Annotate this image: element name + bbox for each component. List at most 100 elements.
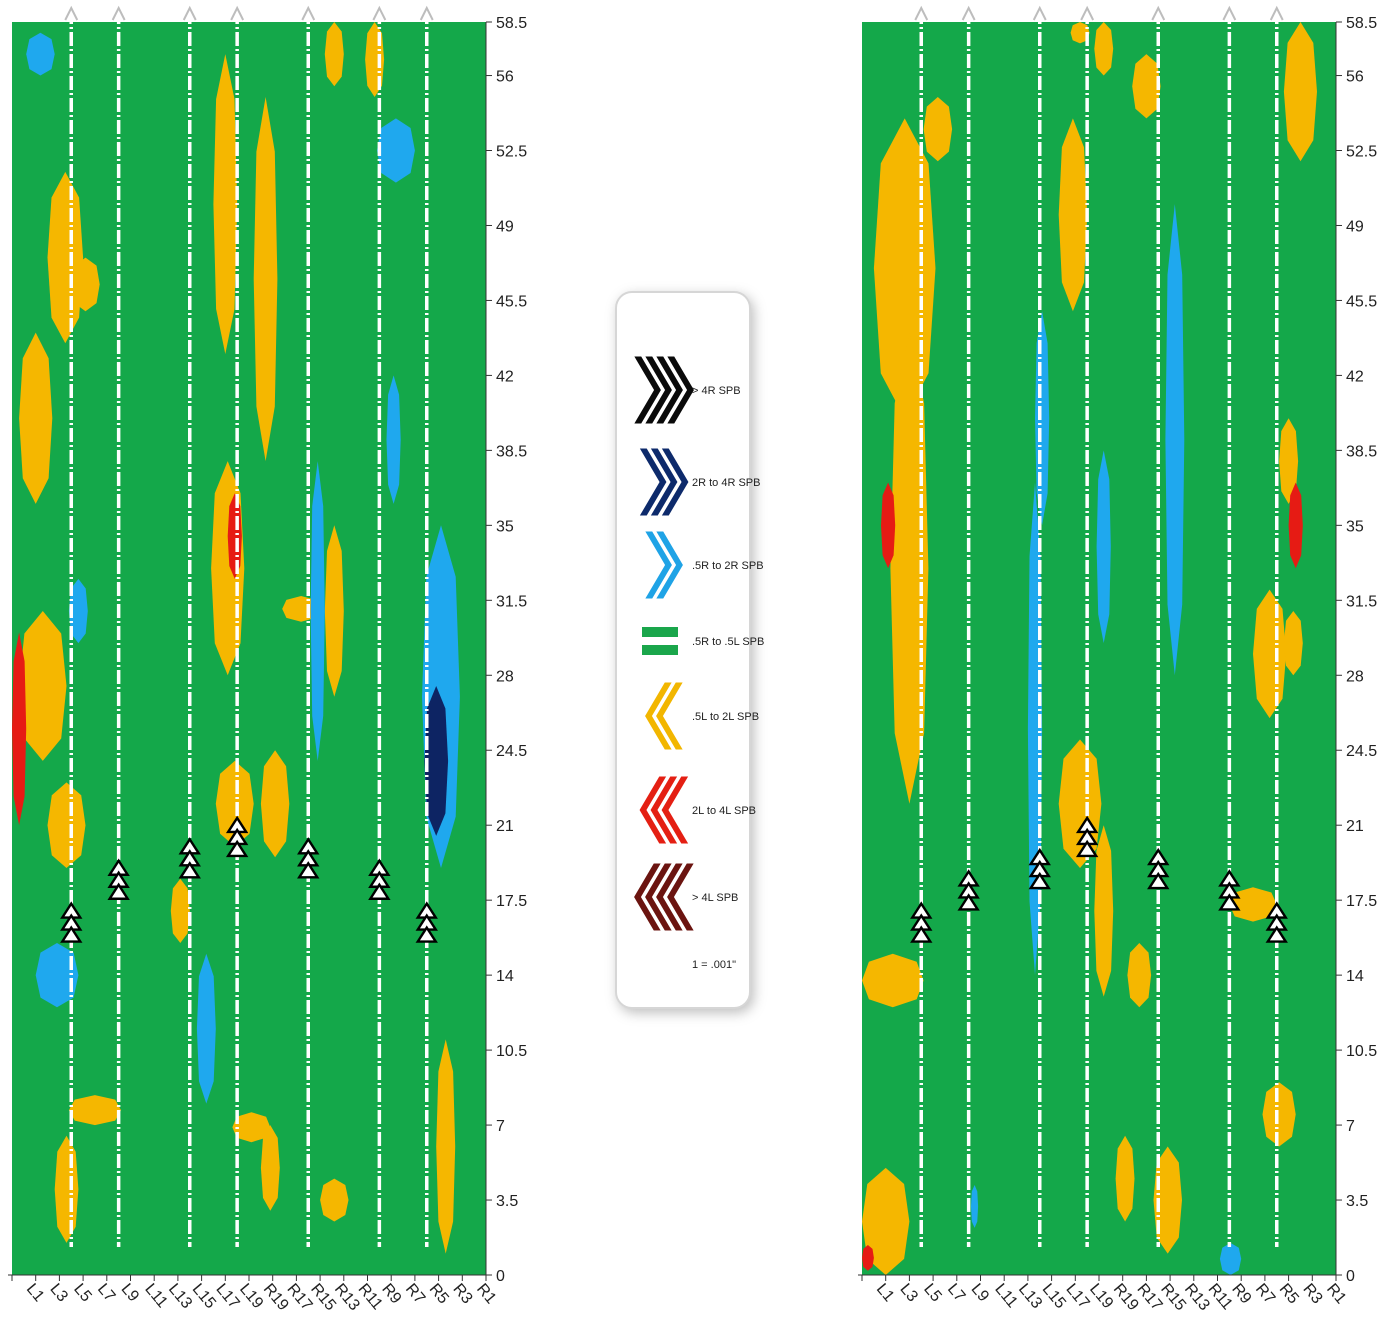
- x-tick-label: R3: [449, 1281, 475, 1308]
- contour-region: [19, 611, 67, 761]
- y-tick-label: 21: [1346, 818, 1364, 835]
- contour-region: [282, 596, 321, 622]
- left-heatmap-panel: 0 3.5 7 10.5 14 17.5 21 24.5 28 31.5 35 38.5 42 45.5 4…: [8, 5, 527, 1314]
- contour-region: [386, 375, 401, 504]
- track-arrow-icon: [182, 5, 197, 21]
- y-tick-label: 10.5: [496, 1043, 527, 1060]
- x-tick-label: L19: [1086, 1281, 1116, 1312]
- legend-note: 1 = .001": [692, 959, 736, 971]
- legend-label: 2R to 4R SPB: [692, 477, 760, 489]
- contour-region: [213, 54, 238, 354]
- contour-region: [196, 953, 216, 1104]
- x-tick-label: R13: [331, 1281, 363, 1314]
- track-marker-icon: [1147, 847, 1170, 890]
- contour-region: [232, 1112, 271, 1143]
- track-arrow-icon: [1032, 5, 1047, 21]
- track-marker-icon: [60, 901, 83, 943]
- contour-region: [1283, 22, 1317, 162]
- y-tick-label: 38.5: [1346, 443, 1377, 460]
- contour-region: [170, 878, 190, 943]
- contour-region: [862, 953, 924, 1008]
- y-tick-label: 49: [1346, 218, 1364, 235]
- contour-region: [260, 1125, 280, 1211]
- contour-region: [1094, 22, 1114, 76]
- contour-region: [324, 525, 344, 697]
- contour-region: [971, 1185, 979, 1228]
- x-tick-label: R19: [1110, 1281, 1142, 1314]
- legend-swatch-icon: [642, 627, 678, 655]
- x-tick-label: R13: [1181, 1281, 1213, 1314]
- y-tick-label: 58.5: [496, 15, 527, 32]
- legend-swatch-icon: [632, 862, 696, 932]
- contour-region: [71, 257, 100, 312]
- y-tick-label: 56: [1346, 69, 1364, 86]
- legend-swatch-icon: [638, 447, 690, 517]
- y-tick-label: 17.5: [1346, 893, 1377, 910]
- x-tick-label: L7: [944, 1281, 969, 1306]
- track-marker-icon: [910, 901, 933, 943]
- y-tick-label: 24.5: [496, 743, 527, 760]
- y-tick-label: 58.5: [1346, 15, 1377, 32]
- y-tick-label: 45.5: [496, 293, 527, 310]
- x-tick-label: R17: [1133, 1281, 1165, 1314]
- track-arrow-icon: [1222, 5, 1237, 21]
- track-arrow-icon: [961, 5, 976, 21]
- y-tick-label: 7: [496, 1118, 505, 1135]
- x-tick-label: L3: [896, 1281, 921, 1306]
- contour-region: [1288, 482, 1303, 569]
- y-tick-label: 21: [496, 818, 514, 835]
- y-tick-label: 28: [496, 668, 514, 685]
- y-tick-label: 10.5: [1346, 1043, 1377, 1060]
- contour-region: [1229, 887, 1277, 922]
- contour-region: [12, 632, 27, 826]
- track-marker-icon: [415, 901, 438, 943]
- x-tick-label: L11: [141, 1281, 170, 1312]
- contour-region: [227, 493, 242, 579]
- contour-region: [47, 782, 86, 868]
- track-arrow-icon: [111, 5, 126, 21]
- contour-region: [68, 578, 88, 644]
- right-heatmap-panel: 0 3.5 7 10.5 14 17.5 21 24.5 28 31.5 35 38.5 42 45.5 4…: [858, 5, 1377, 1314]
- y-tick-label: 14: [1346, 968, 1364, 985]
- x-tick-label: L17: [1062, 1281, 1092, 1312]
- y-tick-label: 56: [496, 69, 514, 86]
- y-tick-label: 38.5: [496, 443, 527, 460]
- track-marker-icon: [1265, 901, 1288, 943]
- contour-region: [1070, 22, 1090, 44]
- track-marker-icon: [107, 858, 130, 900]
- contour-region: [1058, 739, 1102, 868]
- legend-swatch-icon: [638, 775, 690, 845]
- legend-swatch-icon: [643, 530, 685, 600]
- contour-region: [365, 22, 385, 97]
- contour-region: [862, 1245, 874, 1271]
- contour-region: [19, 332, 53, 504]
- x-tick-label: R7: [402, 1281, 428, 1308]
- y-tick-label: 31.5: [496, 593, 527, 610]
- contour-region: [1115, 1135, 1135, 1222]
- x-tick-label: R19: [260, 1281, 292, 1314]
- contour-region: [68, 1095, 121, 1126]
- heatmap-background: [12, 22, 486, 1275]
- x-tick-label: R3: [1299, 1281, 1325, 1308]
- legend-swatch-icon: [632, 355, 696, 425]
- contour-region: [215, 760, 254, 847]
- legend-label: 2L to 4L SPB: [692, 805, 756, 817]
- contour-region: [1127, 943, 1152, 1008]
- legend-box: [615, 291, 751, 1009]
- y-tick-label: 35: [496, 518, 514, 535]
- contour-region: [890, 332, 929, 804]
- track-arrow-icon: [914, 5, 929, 21]
- x-tick-label: L1: [23, 1281, 48, 1306]
- y-tick-label: 42: [496, 368, 514, 385]
- contour-region: [862, 1167, 910, 1275]
- contour-region: [1279, 418, 1299, 504]
- contour-region: [1035, 311, 1050, 526]
- contour-region: [881, 482, 896, 569]
- legend-label: .5R to .5L SPB: [692, 636, 764, 648]
- track-marker-icon: [368, 858, 391, 900]
- contour-region: [1262, 1082, 1296, 1147]
- y-tick-label: 52.5: [1346, 144, 1377, 161]
- contour-region: [1253, 589, 1287, 719]
- x-tick-label: R5: [426, 1281, 452, 1308]
